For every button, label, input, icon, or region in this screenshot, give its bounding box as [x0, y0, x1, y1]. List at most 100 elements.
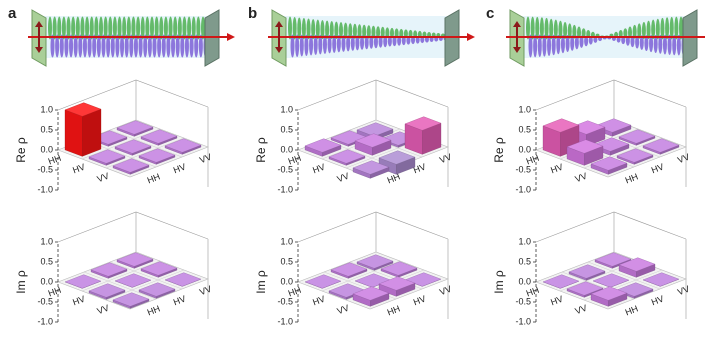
bar	[88, 149, 126, 166]
wave-lobe	[299, 34, 304, 57]
z-tick-label: -1.0	[37, 184, 53, 194]
col-label: HV	[412, 294, 427, 308]
bar	[642, 138, 680, 155]
bar-top	[542, 274, 580, 289]
wave-lobe	[320, 20, 325, 40]
wave-lobe	[306, 18, 311, 40]
wave-lobe	[369, 35, 374, 49]
bar	[380, 261, 418, 278]
wall-edge	[297, 79, 449, 111]
wave-lobe	[82, 34, 87, 58]
wave-lobe	[572, 24, 577, 39]
wall-edge	[535, 79, 687, 111]
wave-lobe	[157, 34, 162, 58]
bar	[116, 120, 154, 137]
wave-lobe	[339, 22, 343, 39]
bar-top	[112, 158, 150, 173]
z-axis-label: Im ρ	[14, 270, 28, 294]
arrowhead	[275, 47, 283, 53]
row-label: HV	[71, 294, 86, 308]
col-label: VV	[438, 152, 453, 166]
wave-lobe	[182, 16, 187, 40]
floor-line	[105, 269, 185, 301]
wave-lobe	[126, 16, 131, 40]
row-label: HH	[287, 153, 303, 167]
row-label: HV	[549, 162, 564, 176]
z-tick-label: -1.0	[277, 316, 293, 326]
bar-top	[378, 150, 416, 165]
wave-lobe	[173, 16, 178, 40]
wave-lobe	[325, 20, 330, 40]
wave-lobe	[373, 35, 378, 49]
row-label: HV	[311, 162, 326, 176]
z-tick-label: 0.0	[280, 144, 293, 154]
arrowhead	[513, 21, 521, 27]
illustration	[268, 9, 475, 67]
wave-lobe	[106, 34, 111, 58]
z-axis-label: Re ρ	[254, 137, 268, 163]
wave-lobe	[579, 35, 584, 48]
z-tick-label: 0.5	[518, 256, 531, 266]
bar-top	[592, 273, 630, 288]
chart: 1.0 0.5 0.0 -0.5 -1.0 Im ρ HH HV VV HH HV VV	[254, 211, 453, 326]
wave-lobe	[641, 22, 646, 39]
wave-lobe	[653, 34, 658, 54]
wave-lobe	[385, 27, 390, 39]
z-tick-label: -1.0	[515, 316, 531, 326]
bar-top	[304, 138, 342, 153]
bar-top	[114, 139, 152, 154]
row-label: HH	[525, 285, 541, 299]
wave-lobe	[78, 34, 83, 58]
z-tick-label: 0.0	[518, 144, 531, 154]
floor-line	[321, 260, 401, 292]
bar	[568, 264, 606, 281]
z-tick-label: 0.0	[40, 144, 53, 154]
bar-top	[566, 281, 604, 296]
z-tick-label: -1.0	[277, 184, 293, 194]
floor-line	[109, 261, 183, 290]
wave-lobe	[94, 16, 99, 40]
bar-top	[112, 292, 150, 307]
wave-lobe	[676, 34, 681, 56]
z-tick-label: 1.0	[518, 236, 531, 246]
chart: 1.0 0.5 0.0 -0.5 -1.0 Re ρ HH HV VV HH HV VV c	[486, 5, 691, 194]
wave-lobe	[103, 16, 108, 40]
wave-lobe	[196, 16, 201, 40]
bar	[88, 283, 126, 300]
bar-top	[378, 276, 416, 291]
bar	[642, 272, 680, 287]
wave-lobe	[570, 35, 575, 51]
wave-lobe	[309, 34, 314, 56]
wave-lobe	[394, 28, 399, 39]
z-tick-label: 1.0	[518, 104, 531, 114]
beam-arrowhead	[227, 33, 235, 41]
wave-lobe	[110, 34, 115, 58]
wave-lobe	[343, 22, 348, 39]
bar-top	[352, 160, 390, 175]
wave-lobe	[322, 34, 327, 54]
wave-lobe	[75, 16, 80, 40]
wave-lobe	[341, 35, 346, 52]
bar-top	[138, 282, 176, 297]
bar-top	[352, 286, 390, 301]
bar	[378, 150, 416, 175]
wave-lobe	[644, 35, 649, 52]
bar	[114, 139, 152, 156]
bar-top	[164, 272, 202, 287]
wave-lobe	[59, 34, 64, 58]
wave-lobe	[660, 17, 665, 40]
bar	[114, 273, 152, 288]
wave-lobe	[304, 34, 309, 56]
wave-lobe	[581, 28, 586, 39]
wave-lobe	[577, 26, 581, 39]
wall-edge	[57, 79, 209, 111]
wave-lobe	[628, 26, 632, 39]
wave-lobe	[52, 16, 57, 40]
z-tick-label: 0.5	[40, 256, 53, 266]
wave-lobe	[175, 34, 180, 58]
wave-lobe	[166, 34, 171, 58]
z-tick-label: -0.5	[37, 296, 53, 306]
wave-lobe	[124, 34, 129, 58]
bar	[138, 282, 176, 299]
wave-lobe	[530, 16, 535, 40]
